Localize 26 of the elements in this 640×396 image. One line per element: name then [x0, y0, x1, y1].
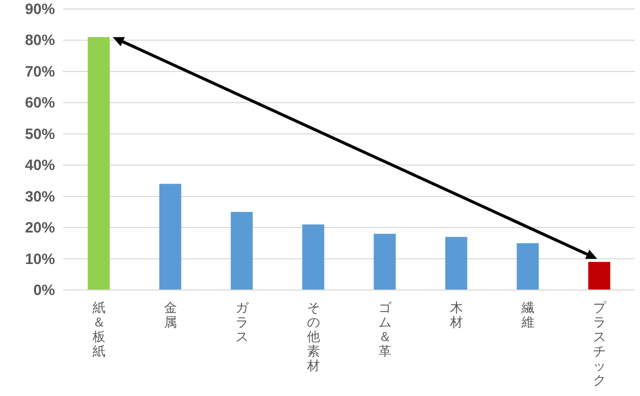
x-tick-label: プラスチック	[592, 300, 607, 388]
y-tick-label: 90%	[24, 1, 55, 18]
bar	[159, 184, 182, 290]
x-tick-label: ガラス	[235, 300, 250, 344]
y-tick-label: 0%	[33, 282, 55, 299]
y-tick-label: 50%	[24, 126, 55, 143]
y-tick-label: 60%	[24, 94, 55, 112]
x-tick-label: 紙＆板紙	[91, 300, 106, 358]
bar	[374, 234, 396, 290]
x-tick-label: 繊維	[520, 300, 534, 330]
y-tick-label: 20%	[24, 220, 55, 237]
y-tick-label: 30%	[24, 188, 55, 206]
bar	[516, 243, 539, 290]
y-tick-label: 70%	[24, 63, 55, 80]
bar	[88, 37, 110, 290]
x-tick-label: ゴム＆革	[378, 300, 392, 358]
bar	[588, 262, 610, 290]
y-tick-label: 10%	[24, 250, 55, 268]
x-tick-label: 木材	[448, 300, 463, 330]
bar	[230, 212, 253, 290]
bar	[302, 224, 324, 290]
x-tick-label: 金属	[164, 300, 177, 330]
y-tick-label: 80%	[24, 32, 55, 50]
y-tick-label: 40%	[24, 157, 55, 174]
bar	[445, 236, 468, 290]
x-tick-label: その他素材	[306, 300, 320, 373]
